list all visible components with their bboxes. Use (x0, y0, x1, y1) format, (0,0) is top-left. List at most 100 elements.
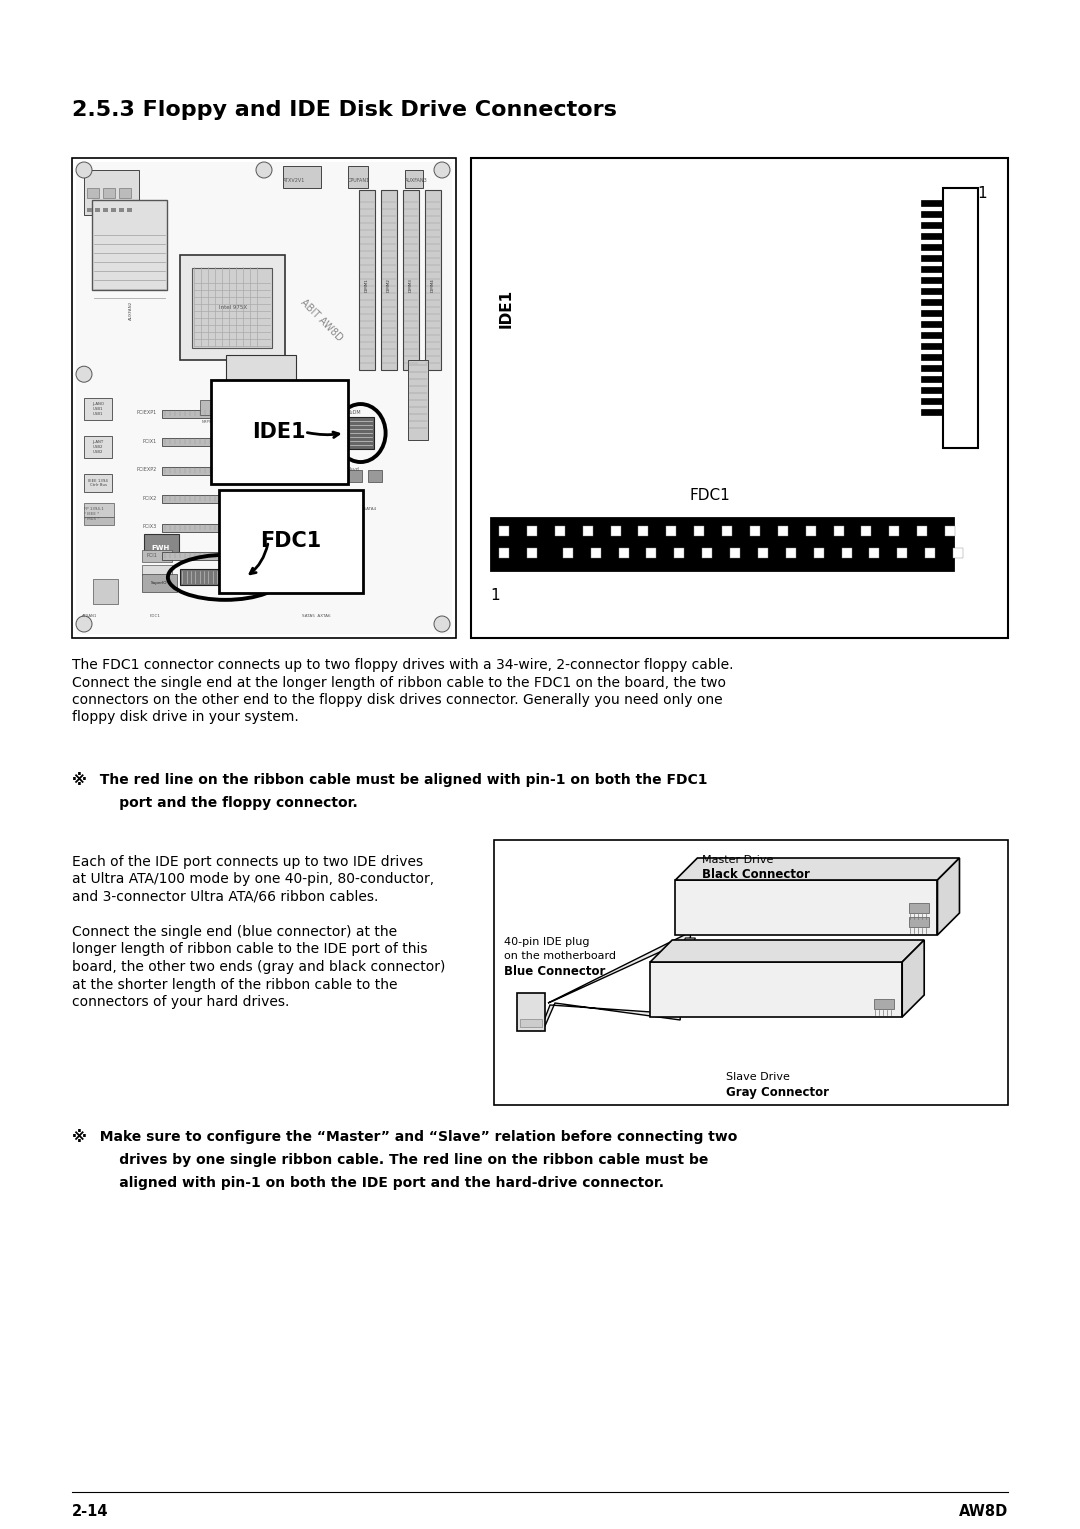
Bar (926, 547, 935, 558)
Bar (953, 547, 963, 558)
Text: board, the other two ends (gray and black connector): board, the other two ends (gray and blac… (72, 960, 445, 974)
Text: FDC1: FDC1 (260, 532, 322, 552)
Text: SATA5  AXTA6: SATA5 AXTA6 (302, 615, 330, 618)
Bar (408, 359, 429, 440)
Bar (694, 526, 704, 537)
Bar (921, 408, 943, 414)
Polygon shape (650, 940, 924, 962)
Bar (426, 190, 441, 370)
Bar (921, 222, 943, 228)
Text: 1: 1 (977, 187, 987, 200)
Text: connectors of your hard drives.: connectors of your hard drives. (72, 995, 289, 1009)
Bar (921, 387, 943, 393)
Text: IDE1: IDE1 (253, 422, 307, 442)
Bar (180, 255, 285, 359)
Text: 2-14: 2-14 (72, 1505, 108, 1518)
Circle shape (434, 616, 450, 631)
Text: longer length of ribbon cable to the IDE port of this: longer length of ribbon cable to the IDE… (72, 942, 428, 957)
Bar (143, 564, 173, 575)
Bar (162, 524, 302, 532)
Bar (84, 517, 114, 524)
Bar (874, 998, 894, 1009)
Text: at the shorter length of the ribbon cable to the: at the shorter length of the ribbon cabl… (72, 977, 397, 991)
Bar (72, 157, 456, 638)
Text: PCI1: PCI1 (146, 553, 157, 558)
Bar (834, 526, 843, 537)
Bar (921, 200, 943, 206)
Bar (162, 552, 362, 560)
Bar (921, 332, 943, 338)
Bar (359, 190, 375, 370)
Bar (582, 526, 593, 537)
Text: Make sure to configure the “Master” and “Slave” relation before connecting two: Make sure to configure the “Master” and … (90, 1130, 738, 1144)
Bar (702, 547, 712, 558)
Text: FP 1394-1
* IEEE *
* MUX *: FP 1394-1 * IEEE * * MUX * (84, 508, 104, 521)
Bar (786, 547, 796, 558)
Text: DIMM3: DIMM3 (409, 278, 413, 292)
Bar (201, 401, 218, 414)
Text: floppy disk drive in your system.: floppy disk drive in your system. (72, 711, 299, 725)
Text: JLANT
USB2
USB2: JLANT USB2 USB2 (93, 440, 104, 454)
Bar (95, 208, 100, 213)
Bar (348, 417, 374, 450)
Bar (945, 526, 955, 537)
Text: JLANO
USB1
USB1: JLANO USB1 USB1 (92, 402, 104, 416)
Text: AUXFAN2: AUXFAN2 (129, 300, 133, 320)
Bar (921, 287, 943, 294)
Bar (921, 255, 943, 261)
Text: IDE1: IDE1 (499, 289, 513, 327)
Text: Blue Connector: Blue Connector (504, 965, 606, 979)
Bar (619, 547, 629, 558)
Text: SATA3  SATA4: SATA3 SATA4 (348, 508, 376, 511)
Bar (84, 436, 112, 459)
Bar (103, 188, 114, 197)
Bar (758, 547, 768, 558)
Text: Connect the single end at the longer length of ribbon cable to the FDC1 on the b: Connect the single end at the longer len… (72, 676, 726, 690)
Bar (162, 466, 342, 474)
Text: Gray Connector: Gray Connector (726, 1086, 828, 1099)
Bar (778, 526, 787, 537)
Bar (517, 992, 545, 1031)
Text: ATXV2V1: ATXV2V1 (283, 177, 306, 183)
Text: Each of the IDE port connects up to two IDE drives: Each of the IDE port connects up to two … (72, 855, 423, 868)
Text: FDC1: FDC1 (150, 615, 161, 618)
Bar (143, 573, 177, 592)
Bar (921, 376, 943, 382)
Text: DIMM4: DIMM4 (431, 278, 435, 292)
Bar (471, 157, 1008, 638)
Text: PCIEXP2: PCIEXP2 (137, 468, 157, 472)
Polygon shape (937, 858, 959, 936)
Text: port and the floppy connector.: port and the floppy connector. (90, 795, 357, 810)
Bar (610, 526, 621, 537)
Bar (591, 547, 600, 558)
Text: YuDM: YuDM (347, 410, 361, 414)
Text: ATXAN1: ATXAN1 (82, 615, 97, 618)
Bar (527, 547, 537, 558)
Bar (730, 547, 740, 558)
Bar (491, 518, 953, 570)
Bar (403, 190, 419, 370)
Bar (84, 503, 114, 517)
Bar (921, 300, 943, 304)
Bar (226, 355, 296, 394)
Text: DIMM2: DIMM2 (387, 278, 391, 292)
Text: Rsvd: Rsvd (347, 468, 359, 472)
Bar (367, 469, 381, 482)
Text: and 3-connector Ultra ATA/66 ribbon cables.: and 3-connector Ultra ATA/66 ribbon cabl… (72, 890, 378, 904)
Polygon shape (548, 933, 690, 1003)
Bar (405, 170, 422, 188)
Bar (381, 190, 397, 370)
Text: on the motherboard: on the motherboard (504, 951, 616, 962)
Bar (943, 188, 978, 448)
Text: 40-pin IDE plug: 40-pin IDE plug (504, 937, 590, 946)
Bar (192, 268, 272, 349)
Bar (921, 232, 943, 239)
Bar (499, 526, 509, 537)
Bar (674, 547, 685, 558)
Bar (302, 560, 320, 570)
Text: ※: ※ (72, 1130, 86, 1145)
Bar (527, 526, 537, 537)
Bar (921, 277, 943, 283)
Bar (494, 839, 1008, 1105)
Bar (723, 526, 732, 537)
